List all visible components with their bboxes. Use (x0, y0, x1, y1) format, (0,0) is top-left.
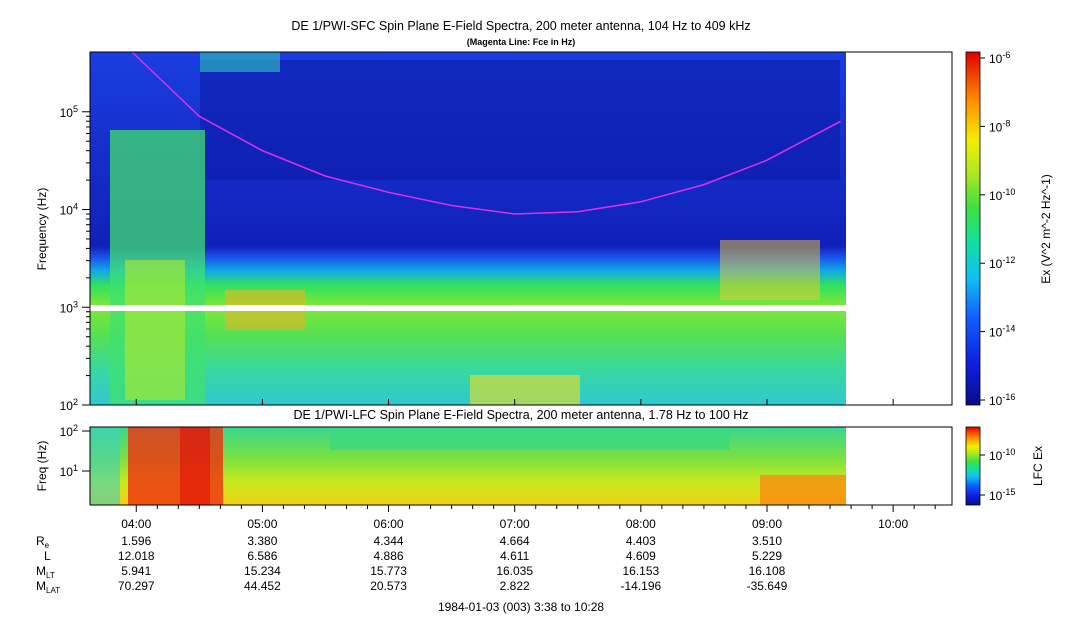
time-tick-label: 06:00 (374, 517, 404, 531)
time-tick-label: 08:00 (626, 517, 656, 531)
sfc-colorbar-ticks: 10-6 10-8 10-10 10-12 10-14 10-16 (980, 50, 1015, 408)
sfc-y-axis: 102 103 104 105 (60, 104, 90, 413)
ephemeris-value: 20.573 (370, 579, 407, 593)
ephemeris-value: 16.153 (622, 564, 659, 578)
sfc-spectrogram (90, 52, 846, 405)
ephemeris-value: 1.596 (121, 534, 151, 548)
lfc-spectrogram (90, 427, 846, 505)
sfc-dark-band (200, 60, 840, 180)
ephemeris-row-label: Re (36, 534, 50, 550)
lfc-colorbar-tick-label: 10-10 (989, 447, 1015, 463)
ephemeris-value: 5.941 (121, 564, 151, 578)
ephemeris-value: 4.609 (626, 549, 656, 563)
ephemeris-value: -14.196 (620, 579, 661, 593)
lfc-red-burst-2 (180, 427, 210, 505)
sfc-plot-frame (89, 51, 953, 406)
sfc-subtitle: (Magenta Line: Fce in Hz) (467, 37, 576, 47)
time-tick-label: 09:00 (752, 517, 782, 531)
ephemeris-value: 4.664 (500, 534, 530, 548)
sfc-y-tick-label: 105 (60, 104, 78, 120)
ephemeris-row-label: L (44, 549, 51, 563)
ephemeris-value: 16.035 (496, 564, 533, 578)
sfc-colorbar (965, 51, 981, 406)
sfc-data-gap (90, 305, 846, 311)
ephemeris-value: 44.452 (244, 579, 281, 593)
ephemeris-row-label: MLAT (36, 579, 60, 595)
ephemeris-value: -35.649 (747, 579, 788, 593)
ephemeris-value: 6.586 (247, 549, 277, 563)
ephemeris-value: 70.297 (118, 579, 155, 593)
time-tick-label: 07:00 (500, 517, 530, 531)
sfc-y-label: Frequency (Hz) (35, 188, 49, 271)
lfc-green-band (330, 430, 730, 450)
lfc-title: DE 1/PWI-LFC Spin Plane E-Field Spectra,… (293, 408, 748, 422)
sfc-title: DE 1/PWI-SFC Spin Plane E-Field Spectra,… (291, 19, 750, 33)
lfc-y-label: Freq (Hz) (35, 441, 49, 492)
sfc-y-tick-label: 104 (60, 202, 78, 218)
ephemeris-value: 2.822 (500, 579, 530, 593)
ephemeris-value: 15.773 (370, 564, 407, 578)
ephemeris-value: 4.344 (374, 534, 404, 548)
lfc-colorbar (965, 426, 981, 506)
ephemeris-row-label: MLT (36, 564, 55, 580)
ephemeris-value: 4.403 (626, 534, 656, 548)
fce-magenta-line (131, 52, 841, 215)
lfc-plot-frame (89, 426, 953, 506)
time-axis: 04:00 05:00 06:00 07:00 08:00 09:00 10:00 (121, 399, 936, 531)
sfc-colorbar-tick-label: 10-8 (989, 118, 1010, 134)
sfc-colorbar-tick-label: 10-16 (989, 392, 1015, 408)
ephemeris-value: 3.380 (247, 534, 277, 548)
time-tick-label: 05:00 (247, 517, 277, 531)
sfc-y-tick-label: 103 (60, 299, 78, 315)
sfc-colorbar-tick-label: 10-6 (989, 50, 1010, 66)
lfc-colorbar-tick-label: 10-15 (989, 487, 1015, 503)
lfc-colorbar-ticks: 10-10 10-15 (980, 447, 1015, 503)
time-tick-label: 04:00 (121, 517, 151, 531)
sfc-late-emission (720, 240, 820, 300)
time-range-caption: 1984-01-03 (003) 3:38 to 10:28 (438, 600, 604, 614)
time-tick-label: 10:00 (878, 517, 908, 531)
lfc-late-burst (760, 475, 846, 505)
ephemeris-table: Re 1.596 3.380 4.344 4.664 4.403 3.510 L 12.018 6… (36, 534, 788, 595)
ephemeris-value: 16.108 (749, 564, 786, 578)
ephemeris-value: 5.229 (752, 549, 782, 563)
ephemeris-value: 4.886 (374, 549, 404, 563)
sfc-colorbar-label: Ex (V^2 m^-2 Hz^-1) (1039, 174, 1053, 284)
sfc-bottom-patch (470, 375, 580, 405)
sfc-early-burst (125, 260, 185, 400)
ephemeris-value: 3.510 (752, 534, 782, 548)
lfc-colorbar-label: LFC Ex (1031, 446, 1045, 486)
lfc-y-axis: 102 101 (60, 423, 90, 479)
ephemeris-value: 4.611 (500, 549, 529, 563)
sfc-colorbar-tick-label: 10-10 (989, 187, 1015, 203)
ephemeris-value: 15.234 (244, 564, 281, 578)
lfc-left-edge (90, 427, 120, 505)
lfc-y-tick-label: 101 (60, 463, 78, 479)
lfc-y-tick-label: 102 (60, 423, 78, 439)
sfc-y-tick-label: 102 (60, 397, 78, 413)
ephemeris-value: 12.018 (118, 549, 155, 563)
sfc-colorbar-tick-label: 10-14 (989, 324, 1015, 340)
sfc-colorbar-tick-label: 10-12 (989, 255, 1015, 271)
sfc-upper-hf-band (200, 52, 280, 72)
